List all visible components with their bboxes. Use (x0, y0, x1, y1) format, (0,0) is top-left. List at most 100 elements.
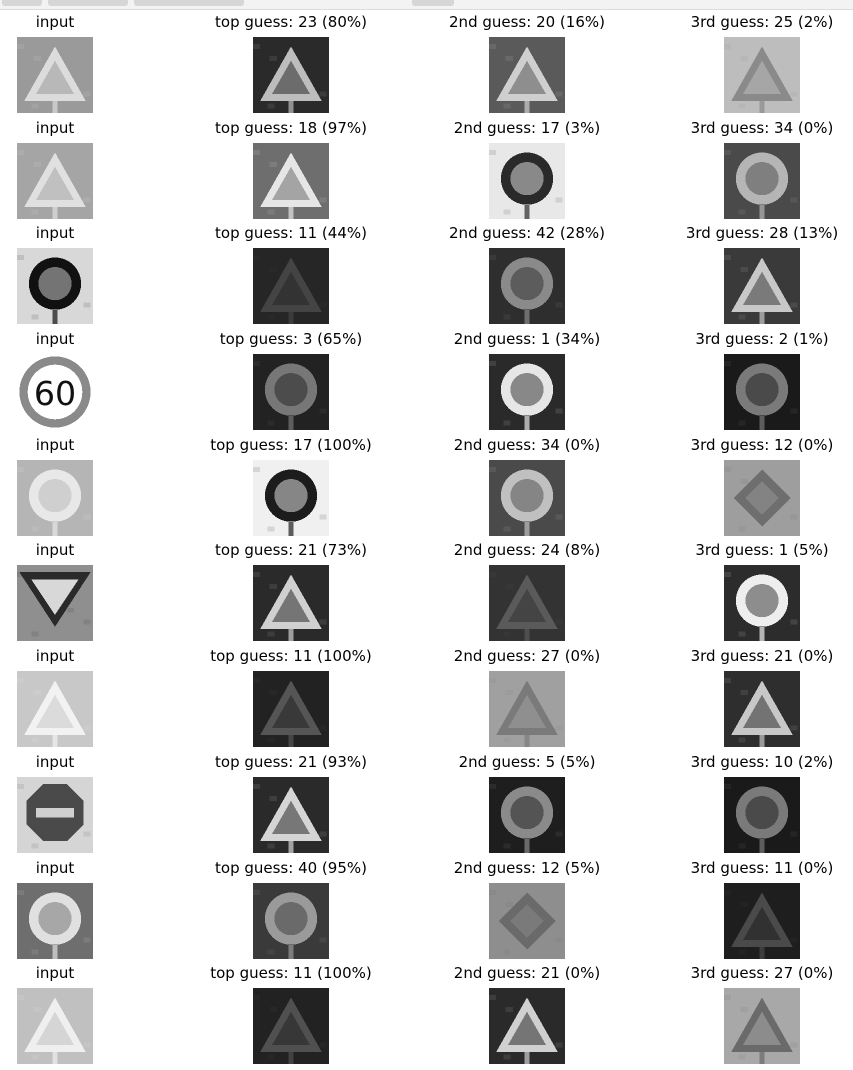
guess-label: top guess: 11 (100%) (210, 964, 372, 983)
warning-triangle-sign-photo (17, 142, 93, 219)
guess-cell: top guess: 3 (65%) (185, 328, 398, 433)
input-cell: input (0, 751, 162, 856)
guess-label: top guess: 18 (97%) (215, 118, 367, 137)
guess-label: 3rd guess: 21 (0%) (690, 647, 834, 666)
prediction-row: input 60 top guess: 3 (65%) 2nd guess: 1 (3… (0, 328, 853, 434)
guess-label: top guess: 40 (95%) (215, 858, 367, 877)
pedestrian-triangle-sign-photo (17, 988, 93, 1065)
prediction-row: input top guess: 18 (97%) 2nd guess: 17 (3… (0, 117, 853, 223)
priority-road-sign-icon (489, 882, 565, 959)
guess-cell: top guess: 17 (100%) (185, 434, 398, 539)
guess-label: 2nd guess: 12 (5%) (453, 858, 601, 877)
prediction-row: input top guess: 17 (100%) 2nd guess: 34 (… (0, 434, 853, 540)
guess-cell: top guess: 21 (73%) (185, 539, 398, 644)
triangle-sign-icon (489, 565, 565, 642)
input-label: input (35, 13, 75, 31)
toolbar-tab[interactable] (412, 0, 454, 6)
turn-left-sign-icon (724, 142, 800, 219)
guess-label: 3rd guess: 34 (0%) (690, 118, 834, 137)
input-cell: input (0, 539, 162, 644)
triangle-sign-icon (253, 671, 329, 748)
guess-label: 3rd guess: 10 (2%) (690, 752, 834, 771)
guess-cell: top guess: 11 (100%) (185, 962, 398, 1067)
input-cell: input (0, 962, 162, 1067)
guess-label: top guess: 21 (73%) (215, 541, 367, 560)
guess-label: 3rd guess: 27 (0%) (690, 964, 834, 983)
input-cell: input (0, 11, 162, 116)
guess-cell: 2nd guess: 20 (16%) (421, 11, 634, 116)
triangle-sign-icon (724, 882, 800, 959)
input-label: input (35, 224, 75, 243)
notebook-top-toolbar-strip (0, 0, 853, 10)
triangle-sign-icon (724, 671, 800, 748)
guess-label: 2nd guess: 27 (0%) (453, 647, 601, 666)
guess-cell: 3rd guess: 12 (0%) (656, 434, 853, 539)
guess-label: 2nd guess: 1 (34%) (453, 330, 601, 349)
input-label: input (35, 752, 75, 771)
triangle-sign-icon (253, 565, 329, 642)
guess-cell: 3rd guess: 27 (0%) (656, 962, 853, 1067)
speed-limit-sign-icon (724, 565, 800, 642)
toolbar-tab[interactable] (134, 0, 244, 6)
guess-cell: 2nd guess: 42 (28%) (421, 222, 634, 327)
guess-label: top guess: 23 (80%) (215, 13, 367, 31)
yield-sign-photo (17, 565, 93, 642)
guess-cell: 2nd guess: 5 (5%) (421, 751, 634, 856)
toolbar-tab[interactable] (2, 0, 42, 6)
no-vehicles-sign-photo (17, 459, 93, 536)
pedestrian-triangle-sign-icon (724, 988, 800, 1065)
prediction-row: input top guess: 21 (73%) 2nd guess: 24 (8… (0, 539, 853, 645)
input-label: input (35, 435, 75, 454)
no-entry-sign-icon (489, 142, 565, 219)
prediction-row: input top guess: 11 (100%) 2nd guess: 27 (… (0, 645, 853, 751)
input-label: input (35, 647, 75, 666)
guess-label: 3rd guess: 11 (0%) (690, 858, 834, 877)
guess-label: 3rd guess: 1 (5%) (695, 541, 829, 560)
guess-label: 2nd guess: 24 (8%) (453, 541, 601, 560)
warning-triangle-sign-photo (17, 37, 93, 113)
guess-label: top guess: 11 (100%) (210, 647, 372, 666)
guess-label: 3rd guess: 2 (1%) (695, 330, 829, 349)
guess-cell: 3rd guess: 1 (5%) (656, 539, 853, 644)
exclamation-triangle-sign-icon (253, 142, 329, 219)
guess-cell: 2nd guess: 1 (34%) (421, 328, 634, 433)
guess-label: 3rd guess: 25 (2%) (690, 13, 834, 31)
input-cell: input (0, 645, 162, 750)
triangle-sign-icon (253, 248, 329, 325)
prediction-row: input top guess: 23 (80%) 2nd guess: 20 (1… (0, 11, 853, 117)
guess-cell: 3rd guess: 11 (0%) (656, 857, 853, 962)
guess-cell: 2nd guess: 34 (0%) (421, 434, 634, 539)
guess-cell: 3rd guess: 28 (13%) (656, 222, 853, 327)
input-label: input (35, 541, 75, 560)
turn-left-sign-icon (489, 459, 565, 536)
guess-cell: 3rd guess: 2 (1%) (656, 328, 853, 433)
guess-cell: 2nd guess: 24 (8%) (421, 539, 634, 644)
guess-cell: top guess: 11 (100%) (185, 645, 398, 750)
guess-cell: 2nd guess: 17 (3%) (421, 117, 634, 222)
guess-cell: 2nd guess: 27 (0%) (421, 645, 634, 750)
input-cell: input 60 (0, 328, 162, 433)
pedestrian-triangle-sign-icon (489, 671, 565, 748)
triangle-sign-icon (253, 776, 329, 853)
input-cell: input (0, 117, 162, 222)
guess-cell: 3rd guess: 25 (2%) (656, 11, 853, 116)
toolbar-tab[interactable] (48, 0, 128, 6)
prediction-row: input top guess: 11 (44%) 2nd guess: 42 (2… (0, 222, 853, 328)
end-restriction-sign-icon (489, 248, 565, 325)
roundabout-sign-icon (253, 882, 329, 959)
triangle-sign-icon (489, 37, 565, 113)
input-label: input (35, 330, 75, 349)
no-entry-sign-icon (253, 459, 329, 536)
input-cell: input (0, 222, 162, 327)
prediction-row: input top guess: 11 (100%) 2nd guess: 21 (… (0, 962, 853, 1068)
triangle-sign-icon (489, 988, 565, 1065)
guess-cell: top guess: 21 (93%) (185, 751, 398, 856)
turn-right-sign-photo (17, 248, 93, 325)
guess-label: top guess: 17 (100%) (210, 435, 372, 454)
guess-label: top guess: 11 (44%) (215, 224, 367, 243)
stop-sign-photo (17, 776, 93, 853)
guess-label: top guess: 3 (65%) (219, 330, 363, 349)
guess-cell: top guess: 40 (95%) (185, 857, 398, 962)
pedestrian-triangle-sign-photo (17, 671, 93, 748)
prediction-row: input top guess: 21 (93%) 2nd guess: 5 (5%… (0, 751, 853, 857)
